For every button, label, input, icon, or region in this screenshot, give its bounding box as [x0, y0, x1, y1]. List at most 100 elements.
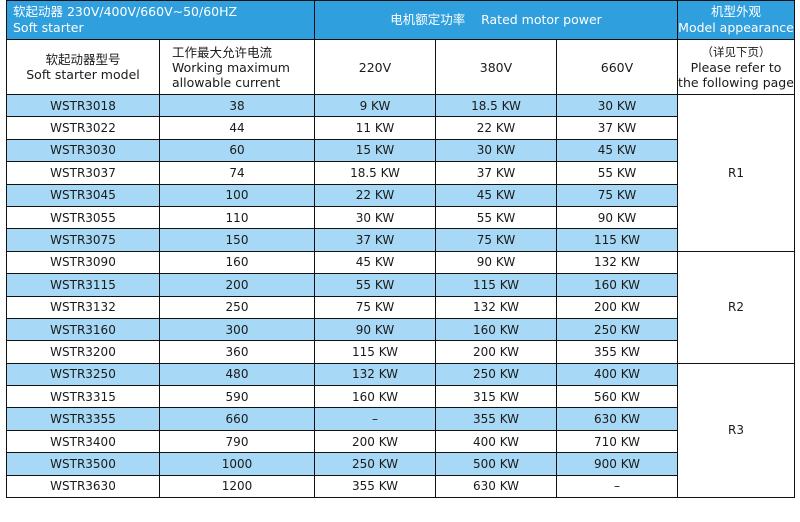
current-cell: 60	[159, 138, 315, 163]
power-380-cell: 30 KW	[435, 138, 557, 163]
power-380-cell: 37 KW	[435, 161, 557, 185]
table-row: WSTR3250 480 132 KW 250 KW 400 KW R3	[6, 362, 795, 499]
power-380-cell: 45 KW	[435, 183, 557, 207]
model-cell: WSTR3355	[6, 407, 160, 431]
current-cell: 160	[159, 250, 315, 275]
model-cell: WSTR3018	[6, 93, 160, 118]
current-header: 工作最大允许电流 Working maximum allowable curre…	[159, 39, 315, 95]
power-660-cell: 75 KW	[556, 183, 678, 207]
power-380-cell: 250 KW	[435, 362, 557, 387]
model-en: Soft starter model	[26, 67, 140, 82]
table-row: WSTR3160 300 90 KW 160 KW 250 KW	[6, 317, 795, 342]
power-220-cell: 18.5 KW	[314, 161, 436, 185]
power-660-cell: –	[556, 474, 678, 499]
power-en: Rated motor power	[481, 12, 602, 27]
power-220-cell: 250 KW	[314, 452, 436, 476]
power-660-cell: 710 KW	[556, 429, 678, 454]
current-en-1: Working maximum	[172, 59, 290, 75]
power-660-cell: 400 KW	[556, 362, 678, 387]
table-row: WSTR3022 44 11 KW 22 KW 37 KW	[6, 116, 795, 140]
model-cell: WSTR3037	[6, 161, 160, 185]
power-380-cell: 400 KW	[435, 429, 557, 454]
current-cell: 110	[159, 205, 315, 230]
model-cell: WSTR3090	[6, 250, 160, 275]
rated-power-header: 电机额定功率 Rated motor power	[314, 0, 678, 40]
power-220-cell: 9 KW	[314, 93, 436, 118]
v660-header: 660V	[556, 39, 678, 95]
power-220-cell: –	[314, 407, 436, 431]
table-row: WSTR3630 1200 355 KW 630 KW –	[6, 474, 795, 499]
power-220-cell: 355 KW	[314, 474, 436, 499]
power-660-cell: 630 KW	[556, 407, 678, 431]
title-cell: 软起动器 230V/400V/660V~50/60HZ Soft starter	[6, 0, 315, 40]
current-cell: 790	[159, 429, 315, 454]
current-cell: 1000	[159, 452, 315, 476]
power-cn: 电机额定功率	[390, 12, 466, 27]
model-cell: WSTR3115	[6, 273, 160, 297]
power-380-cell: 160 KW	[435, 317, 557, 342]
current-cell: 480	[159, 362, 315, 387]
power-660-cell: 355 KW	[556, 340, 678, 364]
current-en-2: allowable current	[172, 74, 281, 90]
power-380-cell: 132 KW	[435, 295, 557, 319]
current-cn: 工作最大允许电流	[172, 44, 273, 60]
table-row: WSTR3315 590 160 KW 315 KW 560 KW	[6, 385, 795, 409]
model-cell: WSTR3400	[6, 429, 160, 454]
power-220-cell: 55 KW	[314, 273, 436, 297]
power-380-cell: 355 KW	[435, 407, 557, 431]
current-cell: 44	[159, 116, 315, 140]
power-660-cell: 250 KW	[556, 317, 678, 342]
current-cell: 300	[159, 317, 315, 342]
table-row: WSTR3075 150 37 KW 75 KW 115 KW	[6, 228, 795, 252]
appearance-header: 机型外观 Model appearance	[677, 0, 795, 40]
current-cell: 38	[159, 93, 315, 118]
current-cell: 150	[159, 228, 315, 252]
table-row: WSTR3355 660–355 KW 630 KW	[6, 407, 795, 431]
current-cell: 200	[159, 273, 315, 297]
model-header: 软起动器型号 Soft starter model	[6, 39, 160, 95]
model-cell: WSTR3030	[6, 138, 160, 163]
power-220-cell: 45 KW	[314, 250, 436, 275]
model-cell: WSTR3630	[6, 474, 160, 499]
power-380-cell: 55 KW	[435, 205, 557, 230]
current-cell: 250	[159, 295, 315, 319]
model-cell: WSTR3250	[6, 362, 160, 387]
refer-en-2: the following page	[678, 74, 794, 90]
power-380-cell: 500 KW	[435, 452, 557, 476]
table-body: WSTR3018 38 9 KW 18.5 KW 30 KW R1 WSTR3022 44 11…	[6, 93, 795, 499]
power-220-cell: 37 KW	[314, 228, 436, 252]
current-cell: 100	[159, 183, 315, 207]
title-en: Soft starter	[13, 20, 84, 35]
table-row: WSTR3500 1000 250 KW 500 KW 900 KW	[6, 452, 795, 476]
power-220-cell: 200 KW	[314, 429, 436, 454]
header-row: 软起动器 230V/400V/660V~50/60HZ Soft starter…	[6, 0, 795, 40]
appearance-cn: 机型外观	[710, 4, 761, 19]
model-cell: WSTR3160	[6, 317, 160, 342]
model-cell: WSTR3132	[6, 295, 160, 319]
power-660-cell: 45 KW	[556, 138, 678, 163]
power-660-cell: 560 KW	[556, 385, 678, 409]
power-220-cell: 132 KW	[314, 362, 436, 387]
power-380-cell: 90 KW	[435, 250, 557, 275]
subheader-row: 软起动器型号 Soft starter model 工作最大允许电流 Worki…	[6, 39, 795, 95]
current-cell: 1200	[159, 474, 315, 499]
power-660-cell: 115 KW	[556, 228, 678, 252]
current-cell: 74	[159, 161, 315, 185]
power-380-cell: 200 KW	[435, 340, 557, 364]
current-cell: 660	[159, 407, 315, 431]
power-660-cell: 160 KW	[556, 273, 678, 297]
table-row: WSTR3030 60 15 KW 30 KW 45 KW	[6, 138, 795, 163]
power-220-cell: 11 KW	[314, 116, 436, 140]
table-row: WSTR3045 100 22 KW 45 KW 75 KW	[6, 183, 795, 207]
current-cell: 360	[159, 340, 315, 364]
table-row: WSTR3090 160 45 KW 90 KW 132 KW R2	[6, 250, 795, 364]
power-660-cell: 90 KW	[556, 205, 678, 230]
power-220-cell: 90 KW	[314, 317, 436, 342]
table-row: WSTR3018 38 9 KW 18.5 KW 30 KW R1	[6, 93, 795, 252]
refer-cn: （详见下页）	[701, 44, 771, 59]
power-380-cell: 630 KW	[435, 474, 557, 499]
power-220-cell: 115 KW	[314, 340, 436, 364]
appearance-group-cell: R3	[677, 362, 795, 499]
table-row: WSTR3400 790 200 KW 400 KW 710 KW	[6, 429, 795, 454]
